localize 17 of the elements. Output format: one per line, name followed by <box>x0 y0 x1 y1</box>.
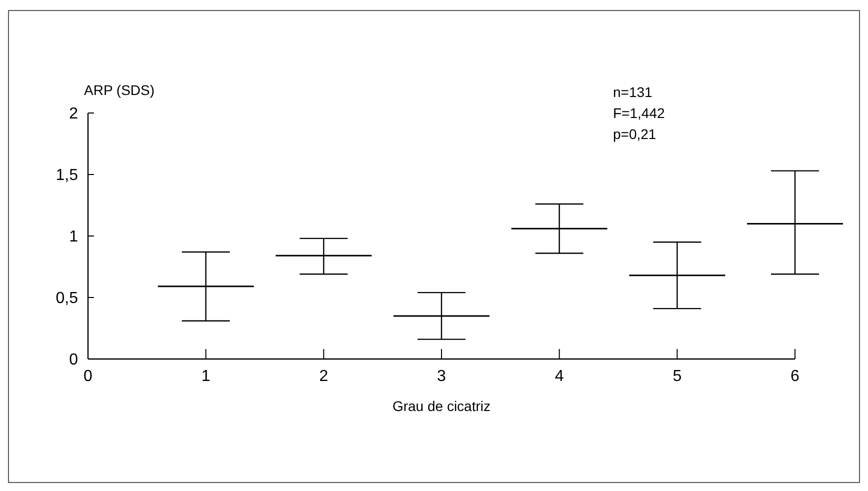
y-tick-label: 1 <box>69 228 78 246</box>
x-tick-label: 4 <box>554 368 564 385</box>
y-tick-label: 0,5 <box>56 290 78 308</box>
x-tick-label: 2 <box>319 368 328 385</box>
y-axis-title: ARP (SDS) <box>84 82 155 98</box>
y-tick-label: 1,5 <box>56 167 78 184</box>
x-axis-title: Grau de cicatriz <box>392 398 491 414</box>
text: n=131 <box>613 84 653 100</box>
x-tick-label: 0 <box>84 368 93 385</box>
x-tick-label: 5 <box>672 368 682 385</box>
x-tick-label: 3 <box>437 368 446 385</box>
x-tick-label: 1 <box>201 368 210 385</box>
annotation: F=1,442 <box>613 105 665 121</box>
annotation: p=0,21 <box>613 126 656 142</box>
y-tick-label: 2 <box>69 106 78 123</box>
x-tick-label: 6 <box>790 368 800 385</box>
y-tick-label: 0 <box>69 352 78 369</box>
